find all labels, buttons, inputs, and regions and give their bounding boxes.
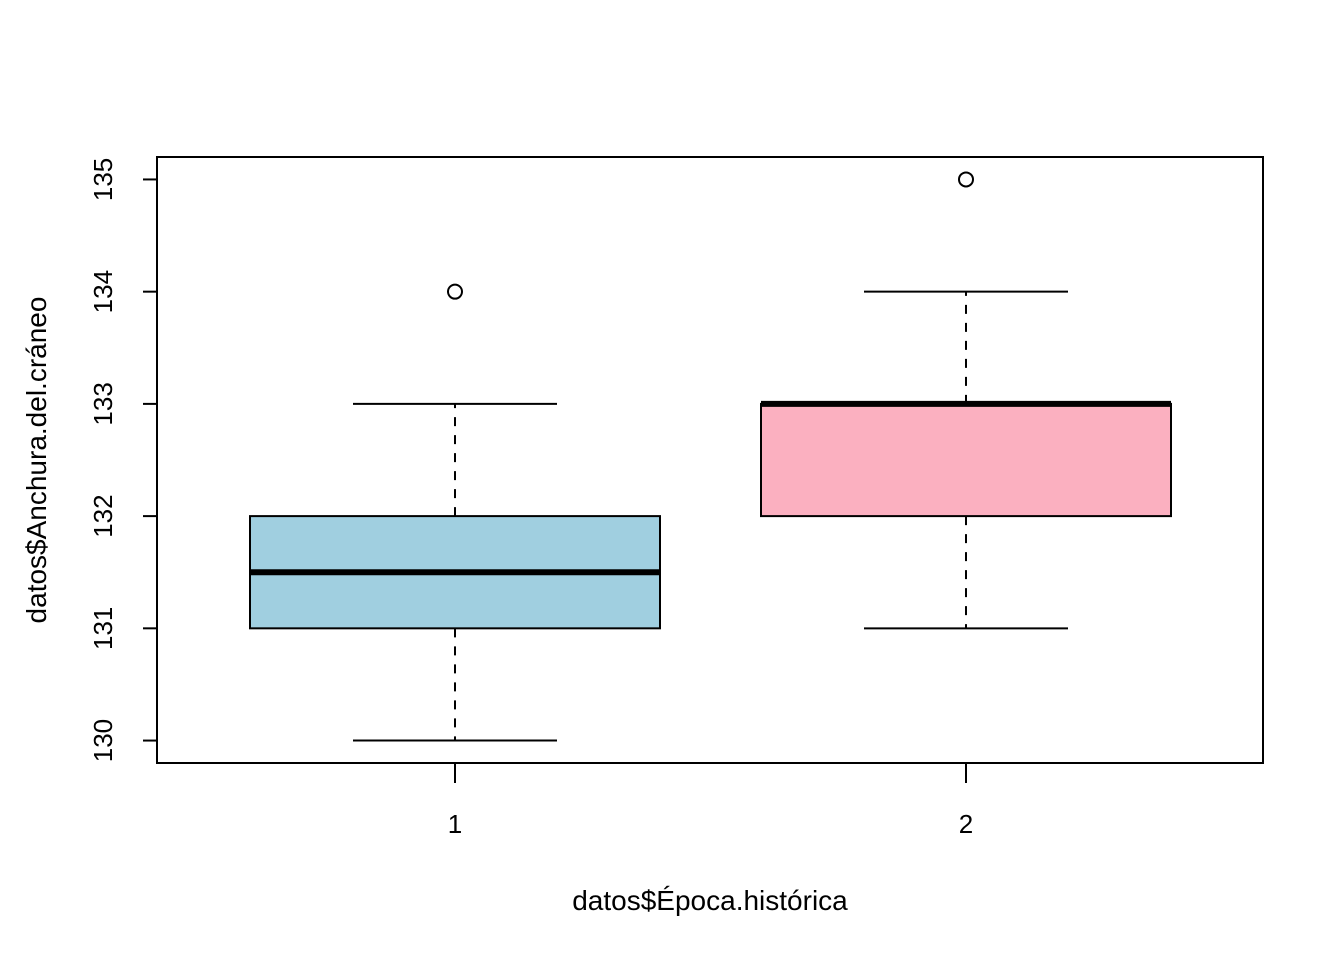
plot-marks (249, 171, 1172, 742)
y-axis-label: datos$Anchura.del.cráneo (21, 297, 52, 624)
outlier-group-2-0 (958, 171, 974, 188)
y-tick-label-134: 134 (88, 270, 118, 313)
y-tick-label-132: 132 (88, 494, 118, 537)
x-tick-label-1: 1 (448, 809, 462, 839)
x-axis-label: datos$Época.histórica (572, 885, 848, 916)
y-axis: 130 131 132 133 134 135 (88, 158, 158, 762)
box-group-2 (760, 402, 1172, 518)
y-tick-label-130: 130 (88, 719, 118, 762)
outlier-group-1-0 (447, 283, 463, 300)
y-tick-label-133: 133 (88, 382, 118, 425)
x-tick-label-2: 2 (959, 809, 973, 839)
y-tick-label-131: 131 (88, 607, 118, 650)
y-tick-label-135: 135 (88, 158, 118, 201)
